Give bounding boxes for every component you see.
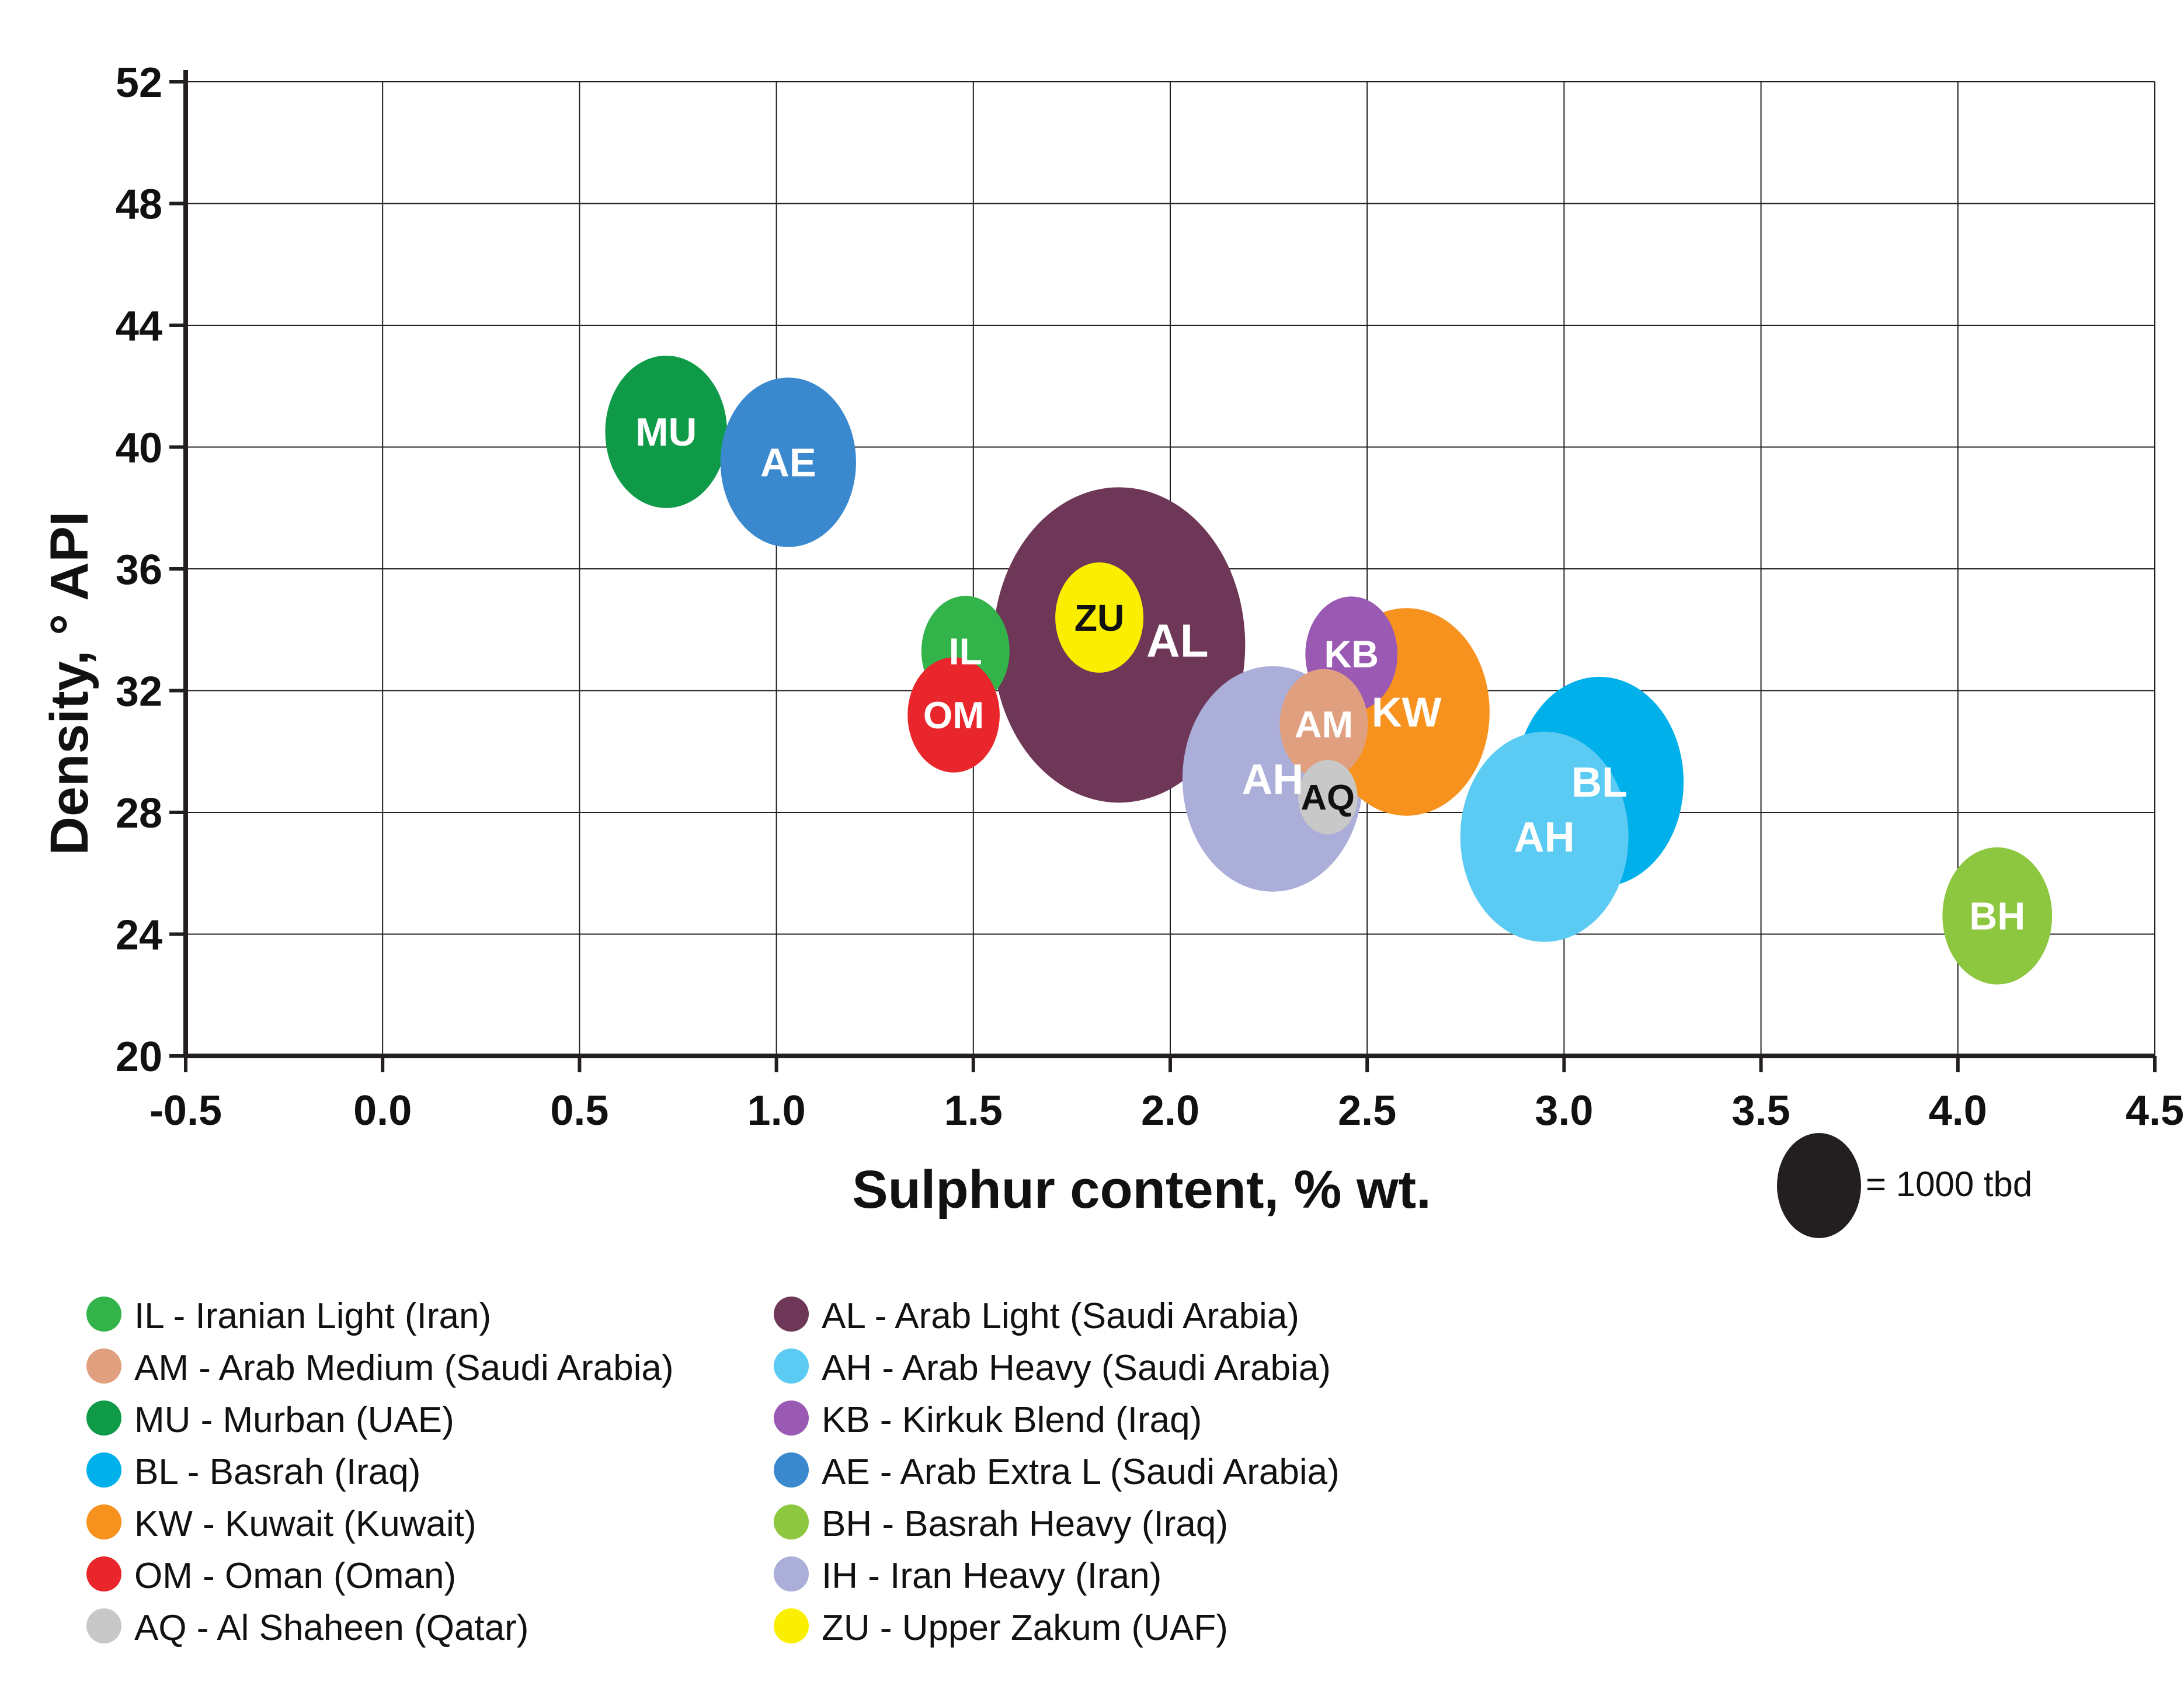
bubble-am xyxy=(1279,669,1368,780)
x-tick-label: 3.0 xyxy=(1535,1087,1593,1134)
axes: -0.5 0.0 0.5 1.0 1.5 2.0 2.5 3.0 3.5 4.0 4.5 20 24 28… xyxy=(116,60,2184,1134)
bubble-label-il: IL xyxy=(949,630,982,672)
bubble-aq xyxy=(1298,760,1358,835)
x-tick-label: 1.5 xyxy=(944,1087,1003,1134)
x-tick-label: 2.5 xyxy=(1338,1087,1396,1134)
legend-label: AQ - Al Shaheen (Qatar) xyxy=(134,1608,528,1648)
x-tick-label: 2.0 xyxy=(1141,1087,1199,1134)
bubble-label-om: OM xyxy=(923,694,984,736)
bubble-ae xyxy=(720,377,856,547)
bubble-label-mu: MU xyxy=(635,411,697,454)
legend-label: KB - Kirkuk Blend (Iraq) xyxy=(822,1400,1202,1440)
legend-label: AE - Arab Extra L (Saudi Arabia) xyxy=(822,1452,1340,1492)
x-tick-label: 0.0 xyxy=(353,1087,412,1134)
y-tick-label: 40 xyxy=(116,425,162,472)
legend-swatch xyxy=(774,1349,809,1384)
legend-label: MU - Murban (UAE) xyxy=(134,1400,454,1440)
legend-swatch xyxy=(86,1504,121,1539)
legend-swatch xyxy=(86,1608,121,1643)
size-legend: = 1000 tbd xyxy=(1777,1133,2032,1238)
legend-label: ZU - Upper Zakum (UAF) xyxy=(822,1608,1228,1648)
bubble-label-kw: KW xyxy=(1372,689,1442,736)
bubble-label-kb: KB xyxy=(1324,633,1379,676)
legend-label: AM - Arab Medium (Saudi Arabia) xyxy=(134,1348,674,1388)
bubbles: MU AE AL IL OM ZU AH KW KB AM AQ BL AH BH xyxy=(605,356,2053,985)
x-tick-label: 4.0 xyxy=(1929,1087,1987,1134)
y-tick-label: 52 xyxy=(116,60,162,106)
legend-swatch xyxy=(774,1556,809,1591)
bubble-label-ah: AH xyxy=(1514,814,1575,861)
size-legend-label: = 1000 tbd xyxy=(1866,1165,2032,1204)
x-tick-label: 4.5 xyxy=(2126,1087,2184,1134)
x-tick-label: -0.5 xyxy=(149,1087,222,1134)
legend-label: IL - Iranian Light (Iran) xyxy=(134,1296,491,1336)
bubble-label-bl: BL xyxy=(1571,759,1627,806)
legend: IL - Iranian Light (Iran) AM - Arab Medi… xyxy=(86,1296,1340,1648)
y-tick-label: 48 xyxy=(116,182,162,228)
legend-label: BL - Basrah (Iraq) xyxy=(134,1452,420,1492)
bubble-zu xyxy=(1055,562,1144,673)
legend-swatch xyxy=(774,1504,809,1539)
x-axis-title: Sulphur content, % wt. xyxy=(852,1160,1431,1219)
y-tick-label: 28 xyxy=(116,790,162,837)
y-tick-label: 20 xyxy=(116,1034,162,1080)
legend-swatch xyxy=(86,1400,121,1436)
bubble-mu xyxy=(605,356,728,508)
bubble-label-ah: AH xyxy=(1242,755,1304,803)
legend-swatch xyxy=(86,1556,121,1591)
legend-label: KW - Kuwait (Kuwait) xyxy=(134,1504,477,1544)
bubble-bh xyxy=(1942,847,2053,985)
legend-swatch xyxy=(86,1297,121,1332)
legend-swatch xyxy=(86,1452,121,1488)
x-tick-label: 1.0 xyxy=(747,1087,806,1134)
bubble-label-aq: AQ xyxy=(1301,778,1355,818)
legend-label: OM - Oman (Oman) xyxy=(134,1556,456,1596)
legend-swatch xyxy=(774,1452,809,1488)
legend-label: IH - Iran Heavy (Iran) xyxy=(822,1556,1161,1596)
y-tick-label: 32 xyxy=(116,669,162,715)
y-tick-label: 24 xyxy=(116,912,162,959)
size-legend-bubble xyxy=(1777,1133,1861,1238)
legend-swatch xyxy=(774,1608,809,1643)
y-tick-label: 44 xyxy=(116,303,162,350)
legend-label: AL - Arab Light (Saudi Arabia) xyxy=(822,1296,1299,1336)
bubble-ah xyxy=(1460,731,1629,942)
x-tick-label: 0.5 xyxy=(550,1087,608,1134)
y-axis-title: Density, ° API xyxy=(40,512,99,856)
legend-label: BH - Basrah Heavy (Iraq) xyxy=(822,1504,1228,1544)
legend-swatch xyxy=(774,1400,809,1436)
legend-swatch xyxy=(774,1297,809,1332)
bubble-label-am: AM xyxy=(1295,703,1353,745)
bubble-label-al: AL xyxy=(1146,614,1209,666)
legend-swatch xyxy=(86,1349,121,1384)
bubble-om xyxy=(907,657,1000,773)
bubble-label-bh: BH xyxy=(1969,895,2025,938)
bubble-label-zu: ZU xyxy=(1074,597,1125,639)
bubble-label-ae: AE xyxy=(760,440,816,485)
x-tick-label: 3.5 xyxy=(1732,1087,1790,1134)
y-tick-label: 36 xyxy=(116,547,162,593)
legend-label: AH - Arab Heavy (Saudi Arabia) xyxy=(822,1348,1331,1388)
